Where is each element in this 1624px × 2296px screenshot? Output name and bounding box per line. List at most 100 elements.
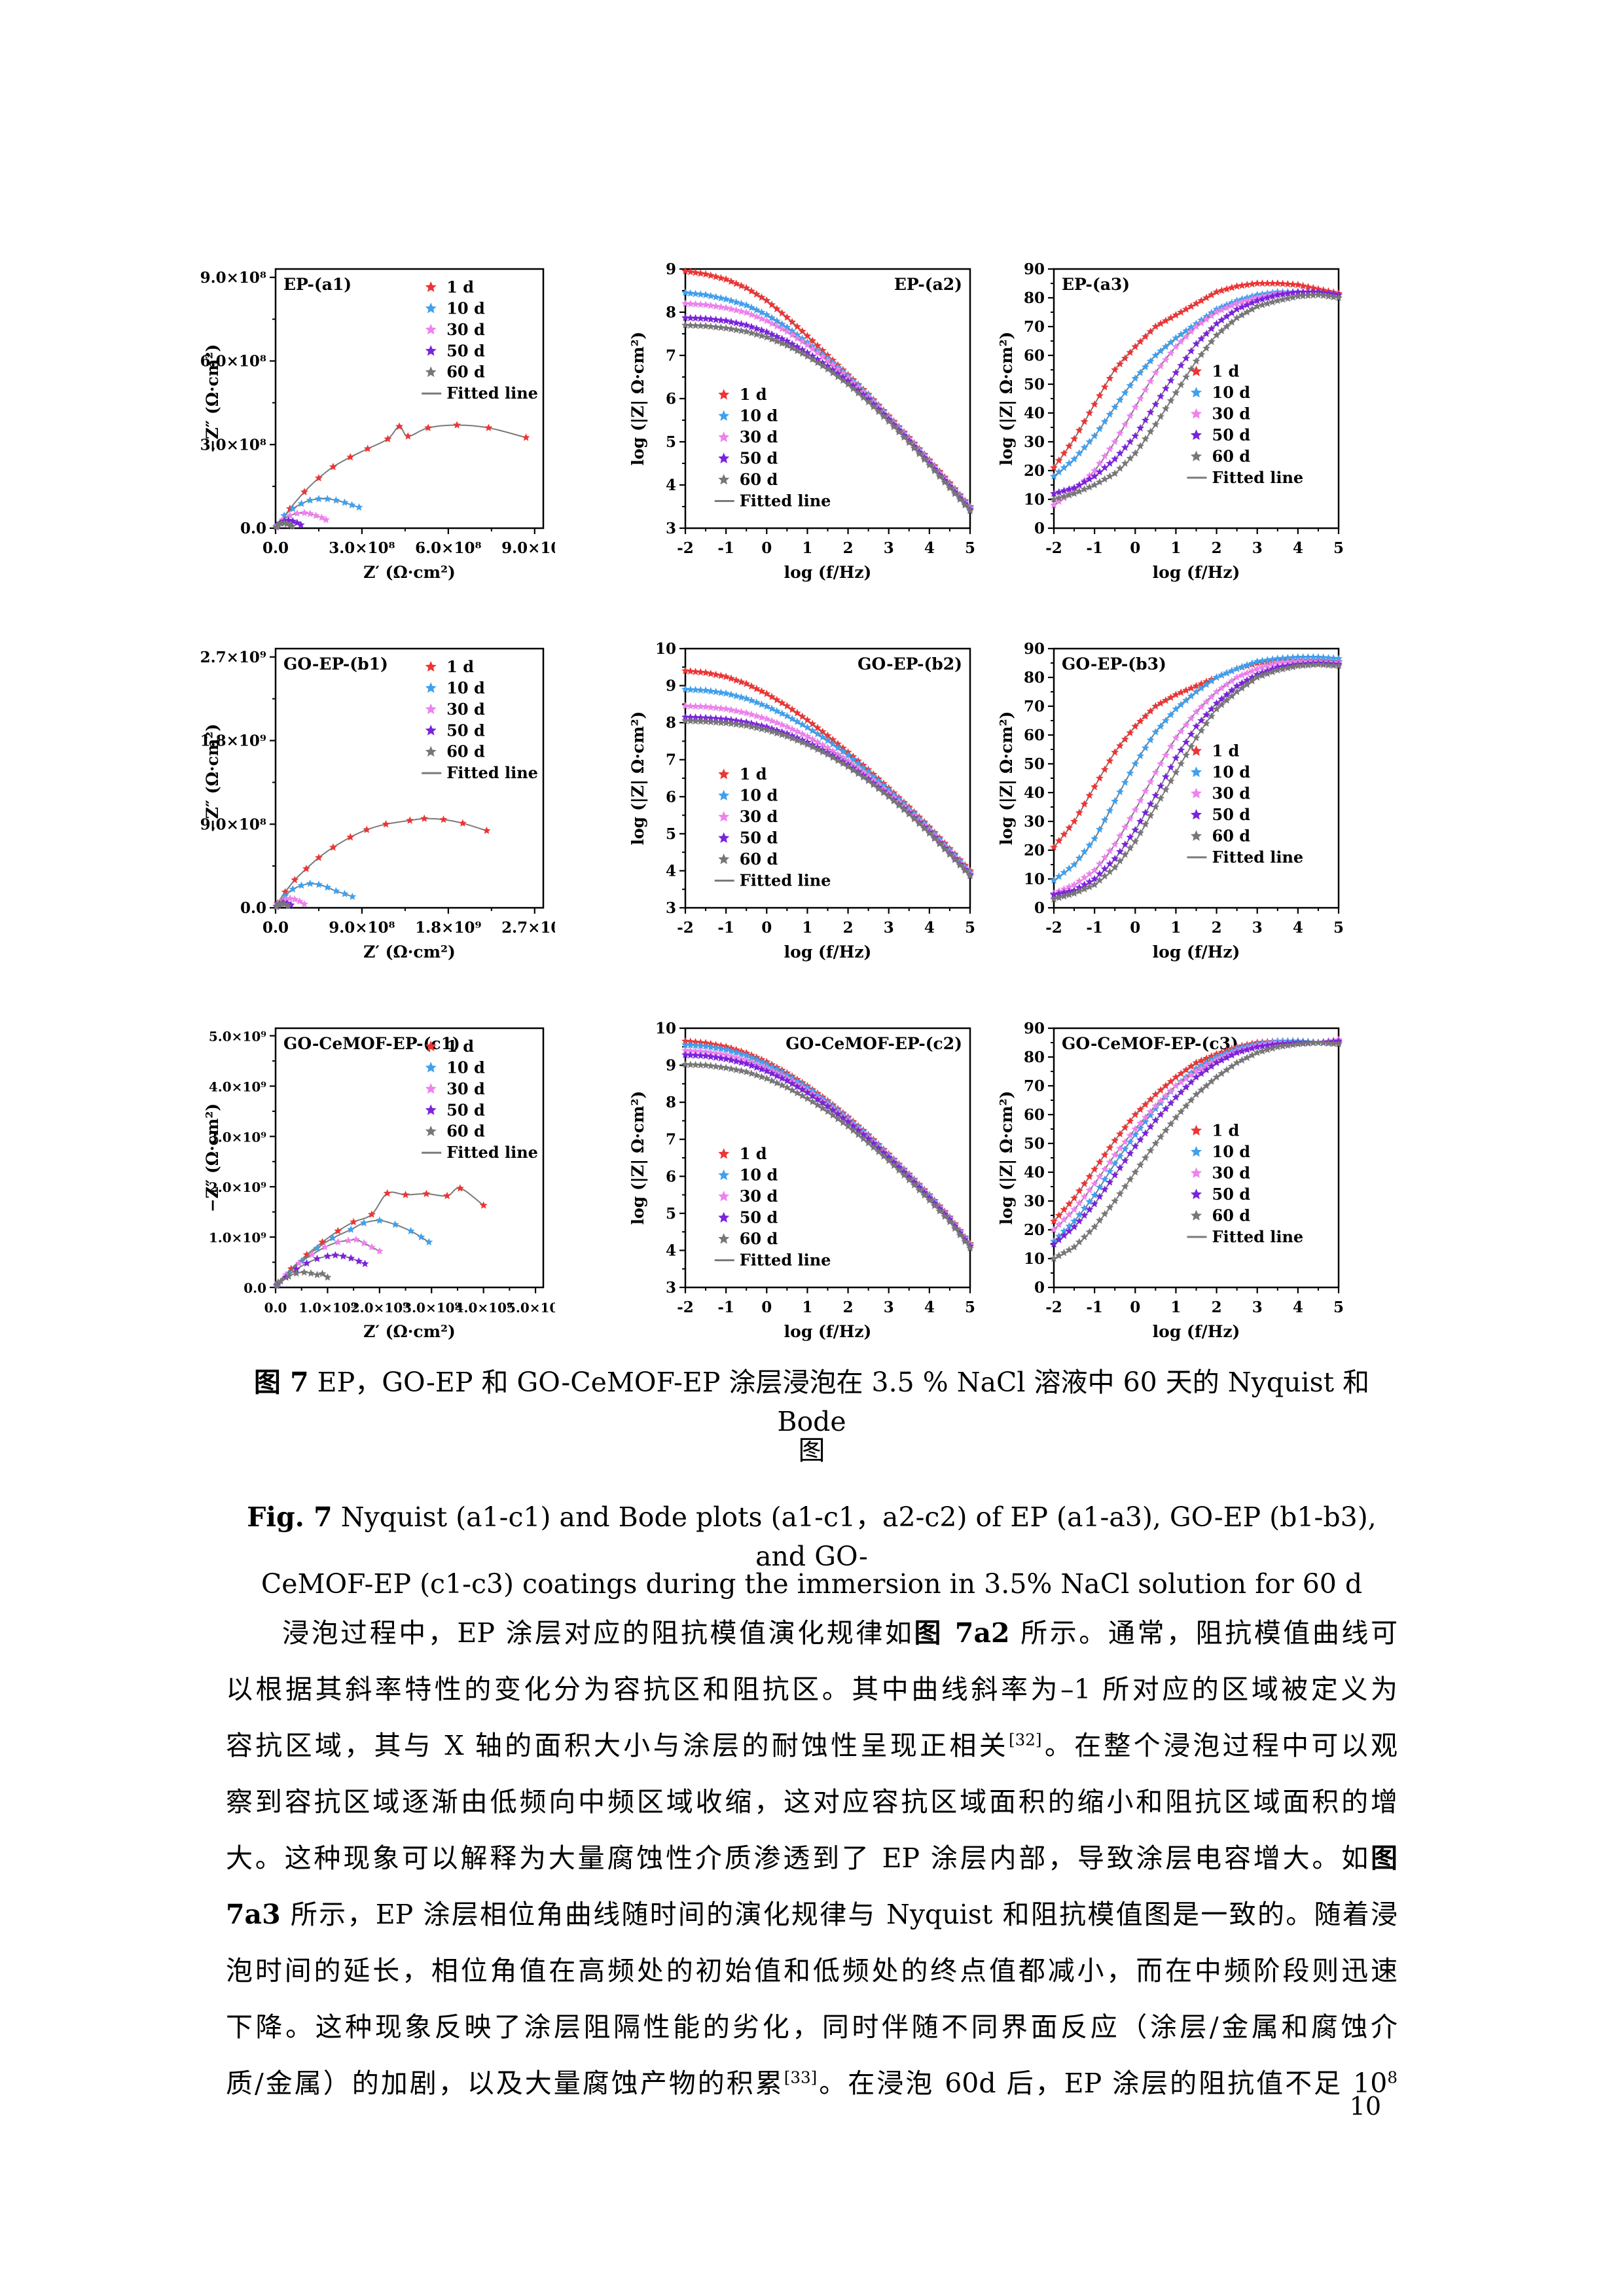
body-line: 以根据其斜率特性的变化分为容抗区和阻抗区。其中曲线斜率为–1 所对应的区域被定义…	[226, 1674, 1398, 1705]
svg-text:50: 50	[1024, 1135, 1045, 1153]
chart-go-cemof-ep-c2-bode-modulus: -2 -1 0 1 2 3 4 5 3 4 5 6 7 8 9 10 log (f/Hz) log (|Z| Ω·…	[628, 1020, 975, 1341]
svg-text:30 d: 30 d	[1212, 404, 1251, 423]
chart-cell-c1: 0.01.0×10⁹2.0×10⁹3.0×10⁹4.0×10⁹5.0×10⁹0.…	[198, 1018, 555, 1345]
svg-text:1.8×10⁹: 1.8×10⁹	[415, 919, 481, 937]
page-number: 10	[1349, 2092, 1381, 2121]
svg-text:5: 5	[1333, 539, 1344, 557]
svg-text:5: 5	[666, 433, 676, 451]
svg-text:20: 20	[1024, 462, 1045, 480]
svg-text:3.0×10⁹: 3.0×10⁹	[403, 1300, 460, 1316]
body-line: 7a3 所示，EP 涂层相位角曲线随时间的演化规律与 Nyquist 和阻抗模值…	[226, 1899, 1398, 1930]
svg-text:1 d: 1 d	[446, 278, 474, 296]
svg-text:log (f/Hz): log (f/Hz)	[784, 942, 872, 961]
series-1d	[273, 814, 491, 906]
svg-text:7: 7	[666, 347, 676, 365]
series-1d	[681, 666, 974, 874]
svg-text:0: 0	[1034, 520, 1045, 537]
svg-text:70: 70	[1024, 318, 1045, 336]
chart-cell-c3: -2 -1 0 1 2 3 4 5 0 10 20 30 40 50 60 70 80 90 log (f/Hz) l…	[994, 1018, 1350, 1345]
panel-label: GO-EP-(b3)	[1062, 655, 1166, 673]
series-60d	[1050, 660, 1343, 903]
svg-text:60 d: 60 d	[446, 742, 485, 761]
svg-text:60 d: 60 d	[740, 1229, 778, 1248]
svg-text:-2: -2	[677, 919, 694, 937]
svg-text:8: 8	[666, 714, 676, 732]
svg-text:50 d: 50 d	[1212, 1185, 1251, 1204]
svg-text:9.0×10⁸: 9.0×10⁸	[200, 816, 266, 833]
svg-text:0: 0	[1034, 1279, 1045, 1297]
svg-text:30 d: 30 d	[740, 807, 778, 826]
svg-text:−Z″ (Ω·cm²): −Z″ (Ω·cm²)	[203, 1103, 222, 1212]
svg-text:2: 2	[843, 539, 854, 557]
svg-text:Fitted line: Fitted line	[446, 763, 538, 782]
svg-text:60: 60	[1024, 347, 1045, 365]
svg-text:-1: -1	[717, 539, 734, 557]
svg-text:9: 9	[666, 1057, 676, 1075]
svg-text:5.0×10⁹: 5.0×10⁹	[507, 1300, 555, 1316]
svg-text:7: 7	[666, 1131, 676, 1149]
body-line: 察到容抗区域逐渐由低频向中频区域收缩，这对应容抗区域面积的缩小和阻抗区域面积的增	[226, 1786, 1398, 1818]
series-60d	[1050, 291, 1343, 503]
panel-label: GO-CeMOF-EP-(c3)	[1062, 1034, 1238, 1053]
series-1d	[1050, 279, 1343, 471]
svg-text:0: 0	[761, 1299, 772, 1316]
svg-text:log (f/Hz): log (f/Hz)	[1153, 942, 1240, 961]
svg-text:50: 50	[1024, 755, 1045, 773]
svg-text:4: 4	[666, 1242, 676, 1259]
body-paragraph: 浸泡过程中，EP 涂层对应的阻抗模值演化规律如图 7a2 所示。通常，阻抗模值曲…	[226, 1605, 1398, 2111]
svg-text:Z′ (Ω·cm²): Z′ (Ω·cm²)	[363, 942, 456, 961]
svg-text:8: 8	[666, 1094, 676, 1111]
svg-text:9.0×10⁸: 9.0×10⁸	[329, 919, 395, 937]
svg-text:5: 5	[666, 825, 676, 843]
svg-text:-2: -2	[677, 1299, 694, 1316]
axes: 0.0 9.0×10⁸ 1.8×10⁹ 2.7×10⁹ 0.0 9.0×10⁸ 1.8×10…	[200, 647, 555, 961]
svg-text:0: 0	[1034, 899, 1045, 917]
svg-text:3: 3	[1252, 539, 1263, 557]
svg-text:1 d: 1 d	[1212, 742, 1240, 761]
svg-text:60 d: 60 d	[446, 363, 485, 382]
chart-cell-a2: -2 -1 0 1 2 3 4 5 3 4 5 6 7 8 9 log (f/Hz) log (|Z| Ω·cm…	[625, 259, 982, 586]
svg-text:60: 60	[1024, 1106, 1045, 1124]
panel-label: EP-(a1)	[283, 275, 352, 294]
svg-text:-1: -1	[717, 1299, 734, 1316]
svg-text:3: 3	[666, 899, 676, 917]
svg-text:0.0: 0.0	[240, 520, 266, 537]
svg-text:50: 50	[1024, 376, 1045, 393]
chart-go-ep-b2-bode-modulus: -2 -1 0 1 2 3 4 5 3 4 5 6 7 8 9 10 log (f/Hz) log (|Z| Ω·…	[628, 640, 975, 961]
svg-text:40: 40	[1024, 784, 1045, 802]
svg-text:log (f/Hz): log (f/Hz)	[1153, 1322, 1240, 1341]
svg-text:1: 1	[802, 1299, 812, 1316]
svg-text:GO-EP-(b1): GO-EP-(b1)	[283, 655, 388, 673]
series-1d	[681, 267, 974, 511]
svg-text:0.0: 0.0	[244, 1280, 266, 1296]
series-60d	[272, 519, 297, 531]
svg-text:1.0×10⁹: 1.0×10⁹	[209, 1230, 266, 1246]
svg-text:90: 90	[1024, 1020, 1045, 1037]
svg-text:50 d: 50 d	[1212, 805, 1251, 824]
panel-label: EP-(a3)	[1062, 275, 1130, 294]
chart-ep-a2-bode-modulus: -2 -1 0 1 2 3 4 5 3 4 5 6 7 8 9 log (f/Hz) log (|Z| Ω·cm…	[628, 260, 975, 582]
svg-text:2: 2	[1212, 1299, 1222, 1316]
panel-label: GO-EP-(b1)	[283, 655, 388, 673]
series-30d	[273, 1235, 384, 1288]
body-line: 质/金属）的加剧，以及大量腐蚀产物的积累[33]。在浸泡 60d 后，EP 涂层…	[226, 2068, 1398, 2099]
series-30d	[1050, 657, 1343, 897]
svg-text:6: 6	[666, 1168, 676, 1185]
svg-text:80: 80	[1024, 289, 1045, 307]
svg-text:Z′ (Ω·cm²): Z′ (Ω·cm²)	[363, 563, 456, 582]
axes: 0.01.0×10⁹2.0×10⁹3.0×10⁹4.0×10⁹5.0×10⁹0.…	[203, 1027, 555, 1341]
svg-text:10: 10	[1024, 1250, 1045, 1268]
svg-text:2: 2	[1212, 919, 1222, 937]
svg-text:Fitted line: Fitted line	[740, 1251, 831, 1270]
chart-ep-a1-nyquist: 0.0 3.0×10⁸ 6.0×10⁸ 9.0×10⁸ 0.0 3.0×10⁸ 6.0×10…	[200, 268, 555, 582]
svg-text:1 d: 1 d	[446, 1037, 474, 1056]
svg-text:1 d: 1 d	[740, 764, 767, 783]
svg-text:3: 3	[666, 520, 676, 537]
svg-text:Fitted line: Fitted line	[1212, 1227, 1304, 1246]
svg-text:50 d: 50 d	[446, 1100, 485, 1119]
